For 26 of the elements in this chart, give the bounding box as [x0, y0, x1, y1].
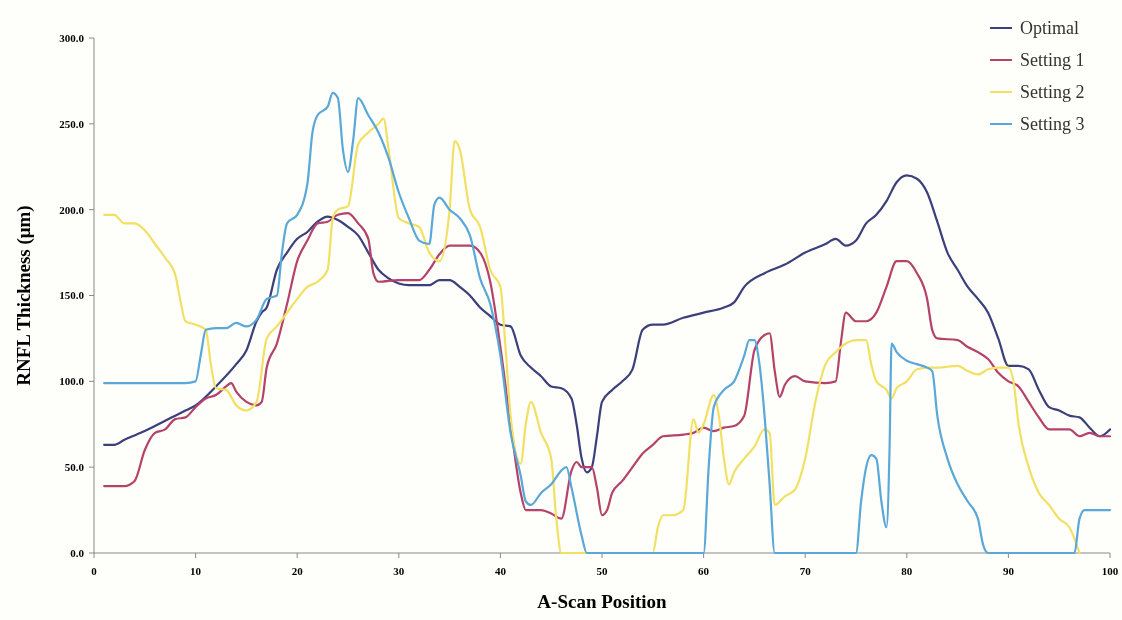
y-tick-label: 50.0 [64, 461, 85, 474]
legend-label: Setting 1 [1020, 50, 1085, 71]
x-tick-label: 60 [698, 565, 710, 577]
x-tick-label: 10 [190, 565, 202, 577]
x-tick-label: 100 [1101, 565, 1119, 577]
x-tick-label: 40 [494, 565, 507, 577]
y-tick-label: 250.0 [59, 117, 85, 130]
y-tick-label: 300.0 [59, 31, 85, 44]
y-tick-label: 200.0 [59, 203, 85, 216]
y-tick-label: 100.0 [59, 375, 85, 388]
line-series [103, 174, 1112, 474]
legend-label: Optimal [1020, 18, 1079, 39]
x-tick-label: 90 [1002, 565, 1015, 577]
x-tick-label: 80 [901, 565, 913, 577]
legend-label: Setting 2 [1020, 82, 1085, 103]
line-series [103, 212, 1112, 520]
legend-label: Setting 3 [1020, 114, 1085, 135]
y-axis-title: RNFL Thickness (μm) [13, 205, 35, 386]
x-tick-label: 0 [91, 565, 98, 577]
x-tick-label: 30 [393, 565, 405, 577]
y-tick-label: 150.0 [59, 289, 85, 302]
x-tick-label: 20 [291, 565, 304, 577]
x-tick-label: 50 [596, 565, 608, 577]
x-tick-label: 70 [799, 565, 812, 577]
y-tick-label: 0.0 [70, 546, 85, 559]
x-axis-title: A-Scan Position [537, 591, 668, 612]
